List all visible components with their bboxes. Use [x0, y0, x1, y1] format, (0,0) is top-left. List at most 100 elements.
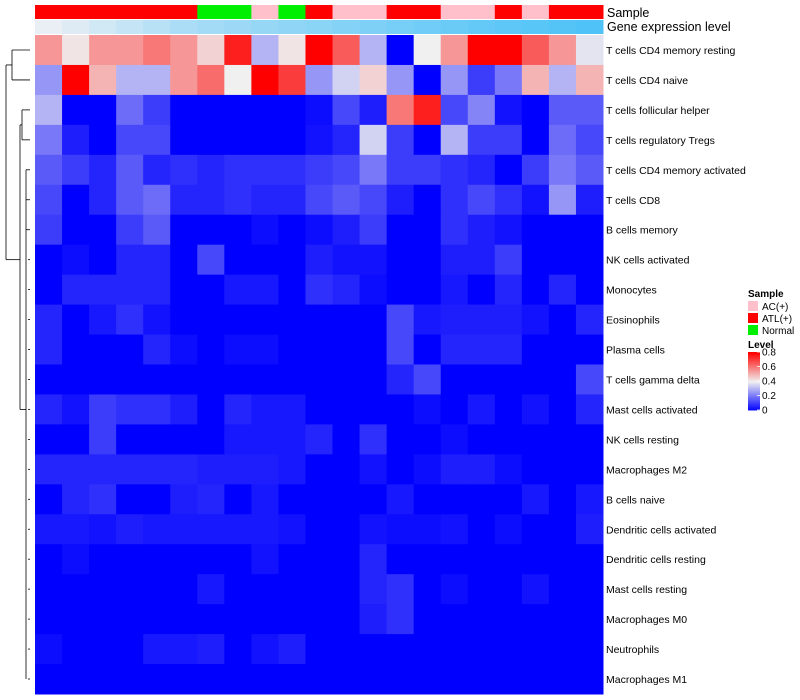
sample-annotation-cell	[386, 5, 415, 19]
heatmap-cell	[440, 364, 469, 395]
heatmap-cell	[575, 454, 604, 485]
heatmap-cell	[62, 304, 90, 336]
heatmap-cell	[116, 244, 144, 276]
heatmap-cell	[548, 304, 577, 336]
sample-annotation-cell	[197, 5, 225, 19]
heatmap-cell	[494, 454, 523, 485]
heatmap-cell	[575, 514, 604, 545]
heatmap-cell	[413, 364, 442, 395]
sample-annotation-cell	[332, 5, 361, 19]
heatmap-cell	[440, 574, 469, 605]
sample-annotation-cell	[305, 5, 334, 19]
heatmap-cell	[251, 184, 279, 216]
heatmap-cell	[494, 664, 523, 695]
heatmap-cell	[224, 35, 252, 66]
heatmap-cell	[62, 514, 90, 545]
heatmap-cell	[548, 94, 577, 126]
heatmap-cell	[62, 154, 90, 186]
heatmap-cell	[62, 214, 90, 246]
heatmap-cell	[548, 484, 577, 515]
heatmap-cell	[440, 244, 469, 276]
level-bar-segment	[748, 396, 760, 399]
heatmap-cell	[386, 274, 415, 306]
heatmap-cell	[35, 604, 63, 635]
heatmap-cell	[575, 35, 604, 66]
heatmap-cell	[62, 394, 90, 425]
heatmap-cell	[548, 514, 577, 545]
heatmap-cell	[197, 604, 225, 635]
heatmap-cell	[332, 604, 361, 635]
heatmap-cell	[62, 664, 90, 695]
heatmap-cell	[413, 484, 442, 515]
heatmap-cell	[35, 154, 63, 186]
sample-annotation-cell	[359, 5, 388, 19]
heatmap-cell	[413, 604, 442, 635]
heatmap-cell	[521, 544, 550, 575]
heatmap-cell	[467, 334, 496, 365]
heatmap-cell	[413, 64, 442, 96]
heatmap-cell	[521, 184, 550, 216]
gene-expression-annotation-cell	[332, 20, 361, 34]
heatmap-cell	[332, 454, 361, 485]
heatmap-cell	[251, 574, 279, 605]
heatmap-cell	[197, 94, 225, 126]
row-label: B cells naive	[606, 494, 665, 506]
heatmap-cell	[35, 184, 63, 216]
heatmap-cell	[359, 124, 388, 156]
heatmap-cell	[116, 64, 144, 96]
heatmap-cell	[359, 424, 388, 455]
heatmap-cell	[521, 154, 550, 186]
heatmap-cell	[35, 304, 63, 336]
heatmap-cell	[305, 454, 334, 485]
heatmap-cell	[548, 184, 577, 216]
sample-annotation-cell	[35, 5, 63, 19]
heatmap-cell	[305, 664, 334, 695]
heatmap-cell	[305, 634, 334, 665]
heatmap-cell	[548, 664, 577, 695]
heatmap-cell	[62, 64, 90, 96]
heatmap-cell	[278, 604, 306, 635]
heatmap-cell	[278, 124, 306, 156]
heatmap-cell	[386, 454, 415, 485]
heatmap-cell	[359, 94, 388, 126]
heatmap-cell	[548, 424, 577, 455]
heatmap-cell	[386, 214, 415, 246]
heatmap-cell	[143, 244, 171, 276]
heatmap-cell	[278, 634, 306, 665]
heatmap-cell	[494, 484, 523, 515]
heatmap-cell	[305, 94, 334, 126]
heatmap-cell	[224, 124, 252, 156]
heatmap-cell	[251, 35, 279, 66]
heatmap-cell	[35, 35, 63, 66]
heatmap-cell	[359, 184, 388, 216]
heatmap-cell	[440, 514, 469, 545]
heatmap-cell	[143, 394, 171, 425]
level-bar-segment	[748, 357, 760, 360]
heatmap-cell	[35, 574, 63, 605]
heatmap-cell	[413, 634, 442, 665]
gene-expression-annotation-cell	[359, 20, 388, 34]
heatmap-cell	[413, 454, 442, 485]
heatmap-cell	[143, 154, 171, 186]
heatmap-cell	[35, 514, 63, 545]
heatmap-cell	[575, 94, 604, 126]
heatmap-cell	[305, 424, 334, 455]
gene-expression-track-label: Gene expression level	[607, 20, 731, 34]
heatmap-cell	[170, 394, 198, 425]
heatmap-cell	[413, 304, 442, 336]
level-bar-segment	[748, 386, 760, 389]
heatmap-cell	[575, 214, 604, 246]
heatmap-cell	[494, 124, 523, 156]
heatmap-cell	[116, 454, 144, 485]
heatmap-cell	[170, 604, 198, 635]
heatmap-cell	[251, 394, 279, 425]
row-label: NK cells resting	[606, 434, 679, 446]
heatmap-cell	[332, 274, 361, 306]
heatmap-cell	[143, 214, 171, 246]
heatmap-cell	[62, 544, 90, 575]
heatmap-cell	[440, 124, 469, 156]
heatmap-cell	[494, 364, 523, 395]
sample-legend-title: Sample	[748, 289, 784, 300]
heatmap-cell	[116, 664, 144, 695]
